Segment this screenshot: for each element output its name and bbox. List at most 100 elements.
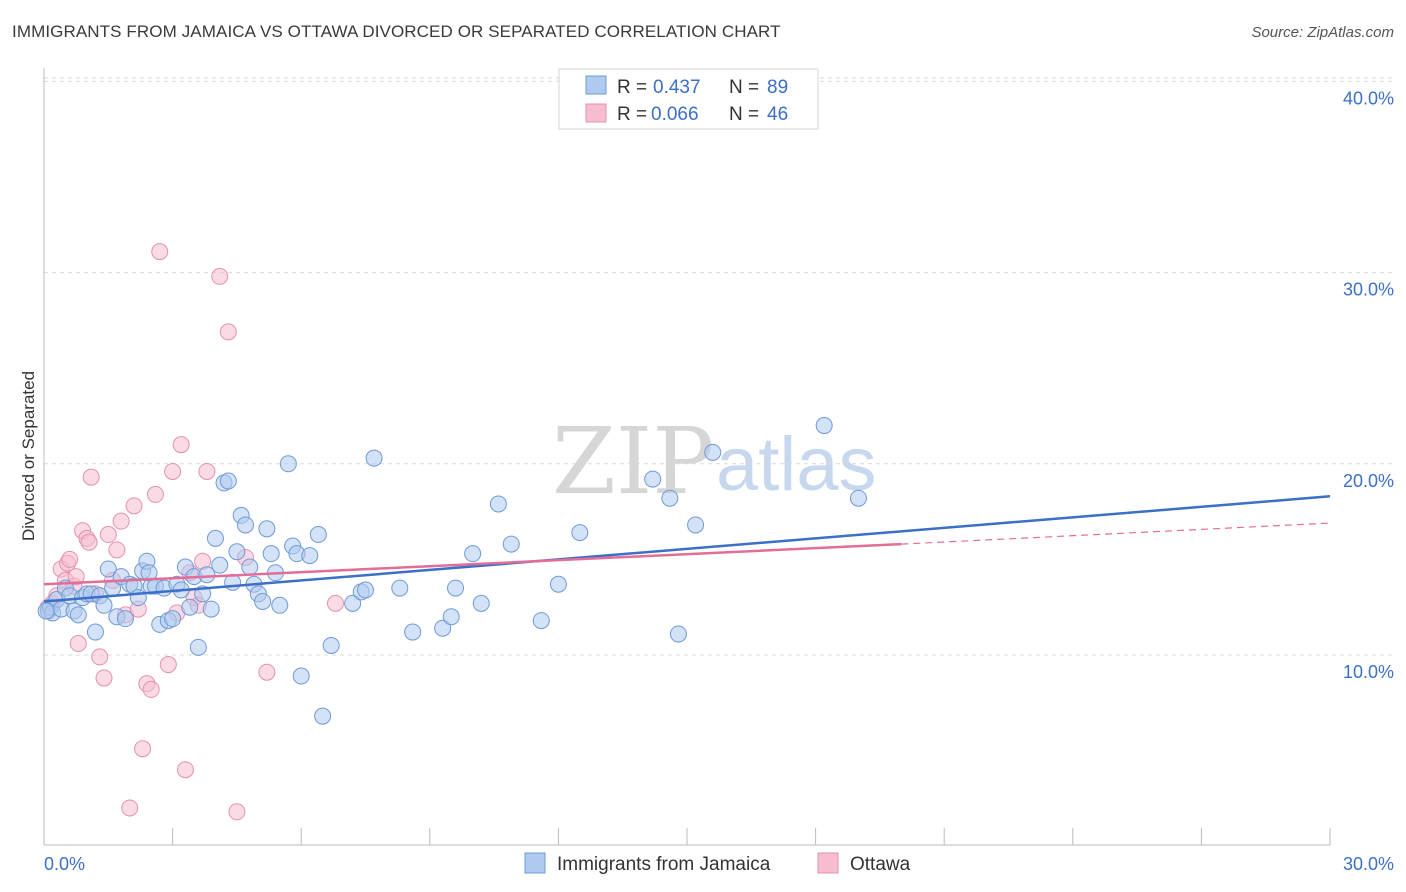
x-tick-label-min: 0.0%	[44, 854, 85, 874]
jamaica-point-60	[301, 547, 319, 565]
jamaica-point-39	[202, 600, 220, 618]
jamaica-point-43	[219, 472, 237, 490]
jamaica-point-61	[309, 526, 327, 544]
jamaica-point-55	[271, 596, 289, 614]
y-tick-labels: 10.0% 20.0% 30.0% 40.0%	[1343, 88, 1394, 682]
jamaica-point-83	[687, 516, 705, 534]
ottawa-point-31	[164, 462, 182, 480]
jamaica-point-86	[849, 489, 867, 507]
bottom-legend-swatch-pink	[817, 852, 839, 874]
jamaica-point-45	[228, 543, 246, 561]
jamaica-point-40	[206, 529, 224, 547]
jamaica-point-87	[37, 602, 55, 620]
jamaica-point-66	[357, 581, 374, 599]
jamaica-point-75	[489, 495, 507, 513]
legend-r-value-1: 0.437	[653, 77, 701, 98]
jamaica-point-73	[464, 545, 482, 563]
watermark-zip: ZIP	[552, 408, 714, 515]
jamaica-point-82	[669, 625, 687, 643]
jamaica-point-56	[279, 455, 297, 473]
jamaica-point-30	[164, 610, 182, 628]
ottawa-point-15	[91, 648, 109, 666]
ottawa-point-16	[95, 669, 113, 687]
jamaica-point-71	[442, 608, 460, 626]
trend-lines	[43, 495, 1331, 603]
jamaica-point-78	[549, 575, 567, 593]
bottom-legend-label-jamaica: Immigrants from Jamaica	[557, 854, 771, 875]
ottawa-point-19	[108, 541, 126, 559]
jamaica-point-12	[86, 623, 104, 641]
jamaica-point-64	[344, 594, 362, 612]
legend-r-label-1: R =	[617, 77, 647, 98]
chart-source: Source: ZipAtlas.com	[1251, 24, 1394, 41]
jamaica-point-53	[262, 545, 280, 563]
legend-swatch-pink	[585, 103, 607, 123]
jamaica-point-68	[391, 579, 409, 597]
jamaica-point-81	[661, 489, 679, 507]
jamaica-point-36	[189, 638, 207, 656]
chart-title: IMMIGRANTS FROM JAMAICA VS OTTAWA DIVORC…	[12, 22, 781, 41]
legend-swatch-blue	[585, 75, 607, 95]
ottawa-point-29	[151, 243, 169, 261]
ottawa-point-9	[69, 635, 87, 653]
jamaica-point-70	[434, 619, 452, 637]
ottawa-point-40	[211, 267, 229, 285]
jamaica-point-63	[322, 636, 340, 654]
series-legend: Immigrants from Jamaica Ottawa	[524, 852, 911, 875]
ottawa-point-34	[176, 761, 194, 779]
jamaica-point-79	[571, 524, 589, 542]
y-tick-label-30: 30.0%	[1343, 280, 1394, 300]
watermark-atlas: atlas	[716, 422, 877, 507]
jamaica-point-84	[704, 443, 722, 461]
trend-line-ottawa	[43, 542, 902, 586]
ottawa-point-41	[219, 323, 237, 341]
jamaica-point-74	[472, 594, 490, 612]
ottawa-point-6	[61, 550, 79, 568]
jamaica-point-14	[95, 596, 113, 614]
legend-n-value-2: 46	[767, 104, 788, 125]
y-axis-label: Divorced or Separated	[19, 371, 38, 541]
legend-r-label-2: R =	[617, 104, 647, 125]
bottom-legend-label-ottawa: Ottawa	[850, 854, 911, 875]
ottawa-point-13	[82, 468, 100, 486]
jamaica-point-77	[532, 612, 550, 630]
jamaica-point-76	[502, 535, 520, 553]
series-ottawa	[39, 243, 344, 821]
ottawa-point-17	[99, 526, 117, 544]
jamaica-point-72	[447, 579, 465, 597]
legend-n-label-1: N =	[729, 77, 759, 98]
jamaica-point-15	[99, 560, 117, 578]
ottawa-point-39	[198, 462, 216, 480]
jamaica-point-52	[258, 520, 276, 538]
ottawa-point-45	[326, 594, 344, 612]
jamaica-point-67	[365, 449, 383, 467]
jamaica-point-69	[404, 623, 422, 641]
jamaica-point-88	[140, 564, 158, 582]
bottom-legend-swatch-blue	[524, 852, 546, 874]
jamaica-point-62	[314, 707, 332, 725]
jamaica-point-22	[129, 589, 147, 607]
jamaica-point-59	[292, 667, 310, 685]
legend-r-value-2: 0.066	[651, 104, 699, 125]
correlation-legend: R = 0.437 N = 89 R = 0.066 N = 46	[558, 68, 819, 130]
jamaica-point-38	[198, 566, 216, 584]
jamaica-point-8	[69, 606, 87, 624]
jamaica-point-51	[254, 592, 272, 610]
ottawa-point-20	[112, 512, 130, 530]
y-tick-label-40: 40.0%	[1343, 88, 1394, 108]
ottawa-point-33	[172, 436, 190, 454]
jamaica-point-85	[815, 417, 833, 435]
ottawa-point-28	[146, 485, 164, 503]
ottawa-point-44	[258, 663, 276, 681]
ottawa-point-25	[134, 740, 152, 758]
y-tick-label-20: 20.0%	[1343, 471, 1394, 491]
jamaica-point-41	[211, 556, 229, 574]
trend-line-jamaica	[43, 495, 1331, 603]
ottawa-point-22	[121, 799, 139, 817]
x-axis-ticks	[43, 828, 1331, 845]
ottawa-point-8	[67, 568, 85, 586]
jamaica-point-19	[116, 610, 134, 628]
legend-n-value-1: 89	[767, 77, 788, 98]
jamaica-point-80	[644, 470, 662, 488]
